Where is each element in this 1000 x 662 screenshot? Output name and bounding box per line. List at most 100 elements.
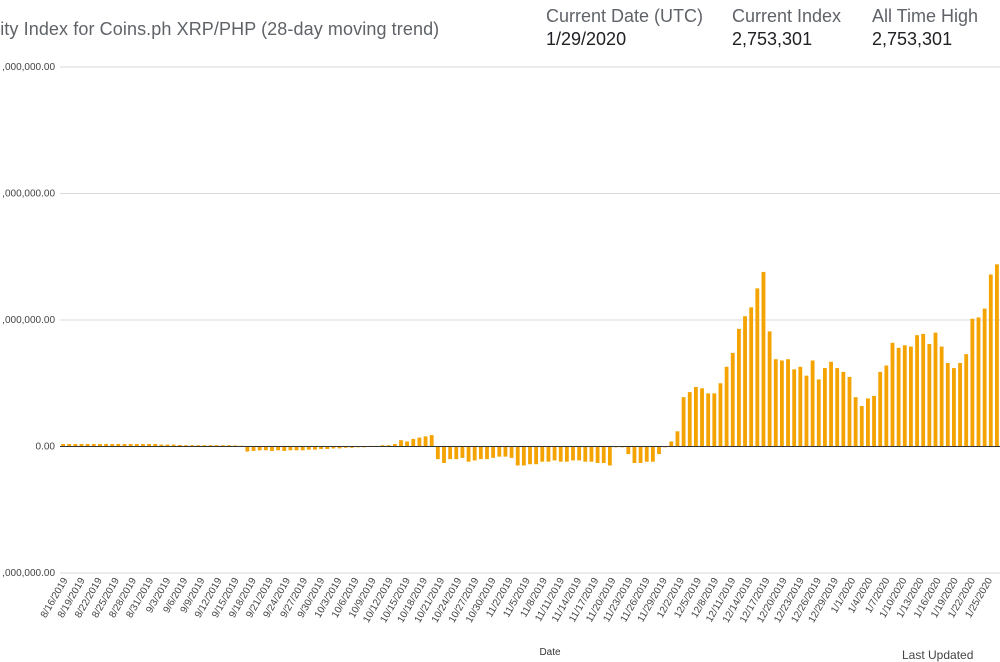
bar (509, 446, 514, 458)
bar (890, 342, 895, 447)
bar (552, 446, 557, 461)
stat-label: All Time High (872, 6, 979, 26)
bar (933, 332, 938, 447)
bar (319, 446, 324, 450)
bar (263, 446, 268, 451)
bar (177, 444, 182, 447)
bar (73, 443, 78, 447)
bar (134, 443, 139, 447)
bar (399, 440, 403, 447)
bar (220, 445, 225, 447)
bar (657, 446, 661, 455)
bar (896, 347, 901, 447)
bar (233, 445, 238, 447)
bar (915, 335, 919, 447)
last-updated-label: Last Updated (902, 648, 974, 662)
bar (976, 317, 981, 447)
bar (706, 393, 711, 447)
bar (521, 446, 526, 466)
bar (632, 446, 637, 463)
bar (693, 387, 698, 447)
bar (755, 288, 760, 447)
bar (417, 437, 422, 447)
chart-title: idity Index for Coins.ph XRP/PHP (28-day… (0, 19, 440, 39)
bar (650, 446, 655, 462)
y-tick-label: ,000,000.00 (2, 315, 55, 326)
bar (859, 406, 864, 447)
bar (884, 365, 889, 447)
bar (257, 446, 262, 451)
bar (392, 443, 397, 447)
bar (866, 398, 870, 447)
bar (945, 363, 950, 447)
bar (681, 397, 686, 447)
bar (607, 446, 612, 466)
bar (601, 446, 606, 463)
bar (141, 443, 145, 447)
bar (982, 308, 987, 447)
bar (491, 446, 496, 458)
bar (540, 446, 545, 462)
bar (208, 445, 213, 447)
bar (85, 443, 90, 447)
y-tick-label: 0.00 (36, 442, 56, 453)
bar (995, 264, 999, 447)
bar (214, 445, 219, 447)
bar (405, 441, 410, 447)
bar (98, 443, 102, 447)
bar (227, 445, 231, 447)
bar (988, 274, 993, 447)
bar (558, 446, 563, 462)
bar (687, 392, 692, 447)
bar (300, 446, 305, 451)
bar (712, 393, 717, 447)
bar (448, 446, 453, 460)
bar (773, 359, 778, 447)
bar (478, 446, 483, 460)
bar (306, 446, 311, 450)
bar (822, 368, 827, 447)
bar (528, 446, 532, 465)
bar (276, 446, 281, 451)
bar (159, 444, 164, 447)
bar (853, 397, 858, 447)
bar (638, 446, 643, 463)
bar (872, 395, 876, 447)
bar (743, 316, 747, 447)
bar (589, 446, 594, 462)
bar (798, 366, 803, 447)
bar (485, 446, 489, 460)
bar (675, 431, 680, 447)
bar (460, 446, 465, 458)
bar (810, 360, 815, 447)
y-tick-label: ,000,000.00 (2, 568, 55, 579)
bar (288, 446, 293, 451)
bar (67, 443, 72, 447)
bar (829, 361, 833, 447)
bar (282, 446, 287, 451)
bar (804, 375, 809, 447)
bar (104, 443, 108, 447)
bar (270, 446, 274, 451)
bar (909, 346, 913, 447)
bar (325, 446, 330, 450)
y-tick-label: ,000,000.00 (2, 62, 55, 73)
bar (251, 446, 256, 451)
bar (927, 344, 932, 447)
bar (534, 446, 539, 465)
bar (970, 318, 975, 447)
bar (792, 369, 797, 447)
bar (331, 446, 336, 449)
stat-label: Current Index (732, 6, 842, 26)
stat-value: 1/29/2020 (546, 29, 627, 49)
bar (958, 363, 962, 447)
bar (878, 371, 883, 447)
bar (454, 446, 459, 460)
bar (700, 388, 704, 447)
bar (761, 271, 766, 447)
stat-value: 2,753,301 (872, 29, 953, 49)
bar (442, 446, 446, 463)
bar (245, 446, 250, 452)
bar (902, 345, 907, 447)
